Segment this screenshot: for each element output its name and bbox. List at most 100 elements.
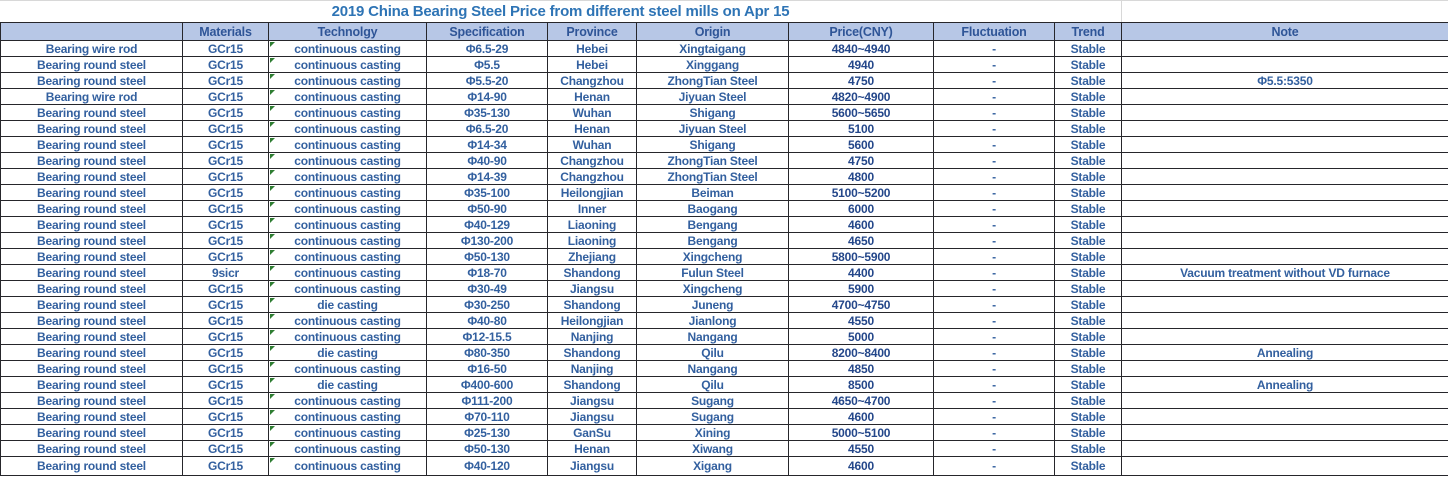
cell-price: 4650~4700 — [788, 392, 934, 409]
bearing-steel-price-table: Materials Technolgy Specification Province O… — [0, 22, 1448, 476]
cell-note — [1121, 296, 1448, 313]
cell-specification: Φ5.5 — [426, 56, 548, 73]
cell-note — [1121, 392, 1448, 409]
table-row: Bearing round steel GCr15 continuous casti… — [0, 280, 1448, 297]
cell-product: Bearing round steel — [0, 120, 183, 137]
table-row: Bearing round steel GCr15 continuous casti… — [0, 312, 1448, 329]
cell-fluctuation: - — [933, 104, 1055, 121]
cell-note — [1121, 184, 1448, 201]
cell-price: 4600 — [788, 216, 934, 233]
cell-technology: continuous casting — [268, 168, 427, 185]
table-row: Bearing round steel GCr15 continuous casti… — [0, 200, 1448, 217]
column-header-province: Province — [547, 22, 637, 41]
cell-fluctuation: - — [933, 456, 1055, 476]
cell-fluctuation: - — [933, 408, 1055, 425]
cell-fluctuation: - — [933, 232, 1055, 249]
cell-product: Bearing wire rod — [0, 88, 183, 105]
table-row: Bearing round steel GCr15 continuous casti… — [0, 184, 1448, 201]
cell-product: Bearing round steel — [0, 312, 183, 329]
cell-trend: Stable — [1054, 72, 1122, 89]
cell-specification: Φ18-70 — [426, 264, 548, 281]
cell-specification: Φ40-129 — [426, 216, 548, 233]
cell-price: 5600~5650 — [788, 104, 934, 121]
cell-origin: Nangang — [636, 328, 789, 345]
cell-materials: GCr15 — [182, 376, 269, 393]
cell-price: 4850 — [788, 360, 934, 377]
cell-materials: GCr15 — [182, 88, 269, 105]
cell-technology: continuous casting — [268, 312, 427, 329]
cell-note — [1121, 280, 1448, 297]
cell-origin: ZhongTian Steel — [636, 168, 789, 185]
cell-technology: continuous casting — [268, 200, 427, 217]
cell-technology: continuous casting — [268, 88, 427, 105]
cell-product: Bearing round steel — [0, 376, 183, 393]
cell-note — [1121, 312, 1448, 329]
column-header-price: Price(CNY) — [788, 22, 934, 41]
cell-trend: Stable — [1054, 408, 1122, 425]
cell-trend: Stable — [1054, 152, 1122, 169]
cell-product: Bearing round steel — [0, 248, 183, 265]
cell-product: Bearing round steel — [0, 296, 183, 313]
cell-province: Changzhou — [547, 168, 637, 185]
cell-province: Shandong — [547, 264, 637, 281]
cell-fluctuation: - — [933, 136, 1055, 153]
cell-fluctuation: - — [933, 72, 1055, 89]
cell-origin: Qilu — [636, 376, 789, 393]
cell-specification: Φ14-90 — [426, 88, 548, 105]
cell-materials: GCr15 — [182, 440, 269, 457]
cell-fluctuation: - — [933, 120, 1055, 137]
cell-materials: GCr15 — [182, 216, 269, 233]
cell-province: Henan — [547, 88, 637, 105]
cell-price: 4600 — [788, 456, 934, 476]
column-header-materials: Materials — [182, 22, 269, 41]
cell-materials: GCr15 — [182, 296, 269, 313]
cell-origin: Xingtaigang — [636, 40, 789, 57]
cell-specification: Φ14-34 — [426, 136, 548, 153]
cell-origin: Juneng — [636, 296, 789, 313]
cell-specification: Φ14-39 — [426, 168, 548, 185]
cell-specification: Φ35-100 — [426, 184, 548, 201]
cell-price: 5000~5100 — [788, 424, 934, 441]
cell-province: Heilongjian — [547, 312, 637, 329]
cell-province: GanSu — [547, 424, 637, 441]
cell-specification: Φ25-130 — [426, 424, 548, 441]
cell-origin: Beiman — [636, 184, 789, 201]
cell-note — [1121, 40, 1448, 57]
cell-price: 5100 — [788, 120, 934, 137]
table-row: Bearing round steel GCr15 die casting Φ80-3… — [0, 344, 1448, 361]
cell-note — [1121, 168, 1448, 185]
column-header-origin: Origin — [636, 22, 789, 41]
cell-price: 4550 — [788, 440, 934, 457]
cell-origin: ZhongTian Steel — [636, 152, 789, 169]
table-row: Bearing round steel GCr15 continuous casti… — [0, 104, 1448, 121]
cell-fluctuation: - — [933, 296, 1055, 313]
cell-note: Vacuum treatment without VD furnace — [1121, 264, 1448, 281]
cell-origin: Shigang — [636, 136, 789, 153]
cell-product: Bearing round steel — [0, 232, 183, 249]
cell-materials: GCr15 — [182, 168, 269, 185]
cell-materials: GCr15 — [182, 328, 269, 345]
cell-note — [1121, 408, 1448, 425]
cell-province: Nanjing — [547, 360, 637, 377]
cell-note — [1121, 360, 1448, 377]
cell-fluctuation: - — [933, 280, 1055, 297]
cell-price: 4820~4900 — [788, 88, 934, 105]
table-row: Bearing round steel GCr15 continuous casti… — [0, 440, 1448, 457]
cell-origin: Fulun Steel — [636, 264, 789, 281]
table-row: Bearing round steel GCr15 continuous casti… — [0, 456, 1448, 476]
cell-trend: Stable — [1054, 456, 1122, 476]
cell-technology: die casting — [268, 344, 427, 361]
cell-specification: Φ400-600 — [426, 376, 548, 393]
cell-price: 4940 — [788, 56, 934, 73]
cell-specification: Φ12-15.5 — [426, 328, 548, 345]
cell-origin: Qilu — [636, 344, 789, 361]
cell-fluctuation: - — [933, 152, 1055, 169]
cell-trend: Stable — [1054, 40, 1122, 57]
cell-materials: GCr15 — [182, 104, 269, 121]
cell-product: Bearing round steel — [0, 216, 183, 233]
cell-technology: continuous casting — [268, 392, 427, 409]
cell-note — [1121, 424, 1448, 441]
cell-note — [1121, 216, 1448, 233]
table-row: Bearing round steel 9sicr continuous casti… — [0, 264, 1448, 281]
cell-product: Bearing round steel — [0, 392, 183, 409]
